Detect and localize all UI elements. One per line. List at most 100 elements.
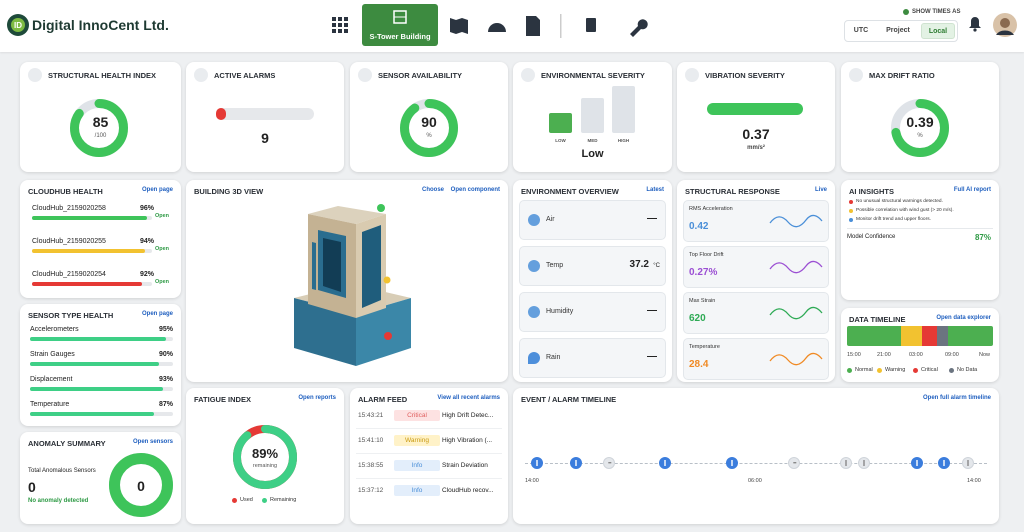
insight-icon (849, 218, 853, 222)
nav-icons (332, 14, 648, 38)
vibration-severity-card: VIBRATION SEVERITY 0.37 mm/s² (677, 62, 835, 172)
card-title: MAX DRIFT RATIO (869, 71, 935, 80)
legend-label: Critical (921, 367, 938, 373)
level-bar (581, 98, 604, 133)
event-timeline-card: EVENT / ALARM TIMELINE Open full alarm ti… (513, 388, 999, 524)
alarm-level: Info (394, 485, 440, 496)
vibration-value: 0.37 (742, 126, 770, 142)
hub-bar (32, 249, 145, 253)
event-marker[interactable] (788, 457, 800, 469)
card-title: STRUCTURAL HEALTH INDEX (48, 71, 157, 80)
alarm-time: 15:37:12 (358, 487, 384, 494)
time-mode[interactable]: Project (886, 27, 910, 34)
card-title: AI INSIGHTS (849, 187, 895, 196)
structural-response-card: STRUCTURAL RESPONSE Live RMS Acceleration 0… (677, 180, 835, 382)
hub-track (32, 282, 152, 286)
event-marker[interactable] (911, 457, 923, 469)
gauge (400, 99, 458, 157)
env-value: — (647, 213, 657, 224)
gauge-arc (400, 99, 458, 157)
header: ID Digital InnoCent Ltd. S-Tower Buildin… (0, 0, 1024, 52)
anomaly-card: ANOMALY SUMMARY Open sensors Total Anomal… (20, 432, 181, 524)
gauge-arc (109, 453, 173, 517)
link[interactable]: Latest (646, 187, 664, 193)
gauge-value: 90 (421, 114, 437, 130)
event-icon (608, 462, 612, 464)
link[interactable]: Open page (141, 311, 173, 317)
bell[interactable] (968, 16, 982, 32)
legend-swatch (949, 368, 954, 373)
link[interactable]: Open data explorer (936, 315, 991, 321)
link[interactable]: Choose (421, 187, 444, 193)
sparkline (769, 306, 823, 320)
insight: No unusual structural warnings detected. (856, 199, 943, 204)
glyph (967, 460, 969, 466)
link[interactable]: Live (814, 187, 827, 193)
event-marker[interactable] (858, 457, 870, 469)
legend-label: Remaining (270, 497, 297, 503)
timeline-tick: 14:00 (525, 478, 539, 484)
gauge-arc (70, 99, 128, 157)
anomaly-status: No anomaly detected (28, 498, 89, 504)
link[interactable]: Open component (450, 187, 500, 193)
time-mode[interactable]: UTC (853, 27, 869, 34)
building-model[interactable] (186, 180, 508, 382)
anomaly-ring-value: 0 (137, 478, 145, 494)
event-marker[interactable] (726, 457, 738, 469)
gauge-unit: % (426, 133, 432, 139)
link[interactable]: Full AI report (953, 187, 991, 193)
time-mode[interactable]: Local (921, 23, 955, 39)
data-timeline-card: DATA TIMELINE Open data explorer 15:00 21:… (841, 308, 999, 382)
glyph (863, 460, 865, 466)
env-icon (528, 352, 540, 364)
legend-label: No Data (957, 367, 978, 373)
event-icon (664, 460, 666, 466)
sensor-name: Accelerometers (30, 326, 79, 333)
icon (28, 68, 42, 82)
fatigue-value: 89% (251, 446, 279, 461)
link[interactable]: Open page (141, 187, 173, 193)
active-alarms-card: ACTIVE ALARMS 9 (186, 62, 344, 172)
sensor-track (30, 337, 173, 341)
avatar[interactable] (993, 13, 1017, 37)
sparkline (769, 260, 823, 274)
status-dot (903, 9, 909, 15)
link[interactable]: Open sensors (132, 439, 173, 445)
logo: ID (7, 14, 29, 36)
event-marker[interactable] (603, 457, 615, 469)
sparkline-path (769, 214, 823, 228)
event-marker[interactable] (840, 457, 852, 469)
divider (356, 453, 502, 454)
response-value: 0.42 (689, 221, 709, 232)
glyph (664, 460, 666, 466)
card-title: ALARM FEED (358, 395, 408, 404)
event-marker[interactable] (938, 457, 950, 469)
link[interactable]: Open reports (298, 395, 336, 401)
event-marker[interactable] (570, 457, 582, 469)
segment-warning (901, 326, 922, 346)
card-title: DATA TIMELINE (849, 315, 906, 324)
link[interactable]: View all recent alarms (437, 395, 500, 401)
sensor-track (30, 412, 173, 416)
link[interactable]: Open full alarm timeline (922, 395, 991, 401)
level-label: LOW (555, 138, 566, 143)
event-marker[interactable] (962, 457, 974, 469)
alarm-time: 15:41:10 (358, 437, 384, 444)
vibration-unit: mm/s² (747, 145, 765, 151)
hub-name: CloudHub_2159020254 (32, 271, 106, 278)
glyph (916, 460, 918, 466)
alarm-feed-card: ALARM FEED View all recent alarms 15:43:21… (350, 388, 508, 524)
confidence-label: Model Confidence (847, 234, 896, 240)
sparkline (769, 352, 823, 366)
site-icon (393, 10, 407, 24)
env-icon (528, 260, 540, 272)
glyph (731, 460, 733, 466)
divider (356, 428, 502, 429)
insight-icon (849, 200, 853, 204)
event-marker[interactable] (659, 457, 671, 469)
glyph (608, 462, 612, 464)
glyph (536, 460, 538, 466)
active-site-tab[interactable]: S-Tower Building (362, 4, 438, 46)
event-marker[interactable] (531, 457, 543, 469)
